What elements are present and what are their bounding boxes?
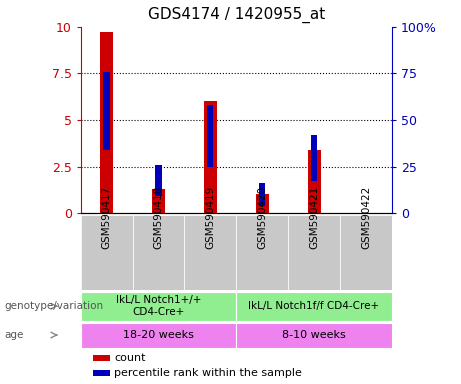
Bar [307, 150, 320, 213]
Bar [93, 370, 110, 376]
Text: IkL/L Notch1f/f CD4-Cre+: IkL/L Notch1f/f CD4-Cre+ [248, 301, 379, 311]
Bar [288, 215, 340, 290]
Text: count: count [114, 353, 146, 363]
Text: percentile rank within the sample: percentile rank within the sample [114, 368, 302, 378]
Bar [259, 183, 266, 206]
Text: IkL/L Notch1+/+
CD4-Cre+: IkL/L Notch1+/+ CD4-Cre+ [116, 295, 201, 317]
Bar [100, 33, 113, 213]
Bar [236, 292, 392, 321]
Text: age: age [5, 330, 24, 340]
Bar [152, 189, 165, 213]
Text: GSM590417: GSM590417 [101, 185, 112, 249]
Text: 18-20 weeks: 18-20 weeks [123, 330, 194, 340]
Bar [236, 323, 392, 348]
Text: GSM590419: GSM590419 [205, 185, 215, 249]
Text: GSM590418: GSM590418 [154, 185, 164, 249]
Bar [93, 355, 110, 361]
Bar [81, 323, 236, 348]
Bar [340, 215, 392, 290]
Bar [133, 215, 184, 290]
Text: 8-10 weeks: 8-10 weeks [282, 330, 346, 340]
Text: genotype/variation: genotype/variation [5, 301, 104, 311]
Bar [155, 165, 161, 196]
Bar [256, 195, 269, 213]
Bar [103, 71, 110, 150]
Bar [311, 135, 317, 182]
Text: GSM590421: GSM590421 [309, 185, 319, 249]
Bar [81, 215, 133, 290]
Bar [184, 215, 236, 290]
Title: GDS4174 / 1420955_at: GDS4174 / 1420955_at [148, 7, 325, 23]
Bar [81, 292, 236, 321]
Text: GSM590420: GSM590420 [257, 185, 267, 249]
Text: GSM590422: GSM590422 [361, 185, 371, 249]
Bar [236, 215, 288, 290]
Bar [207, 105, 213, 167]
Bar [363, 220, 369, 224]
Bar [204, 101, 217, 213]
